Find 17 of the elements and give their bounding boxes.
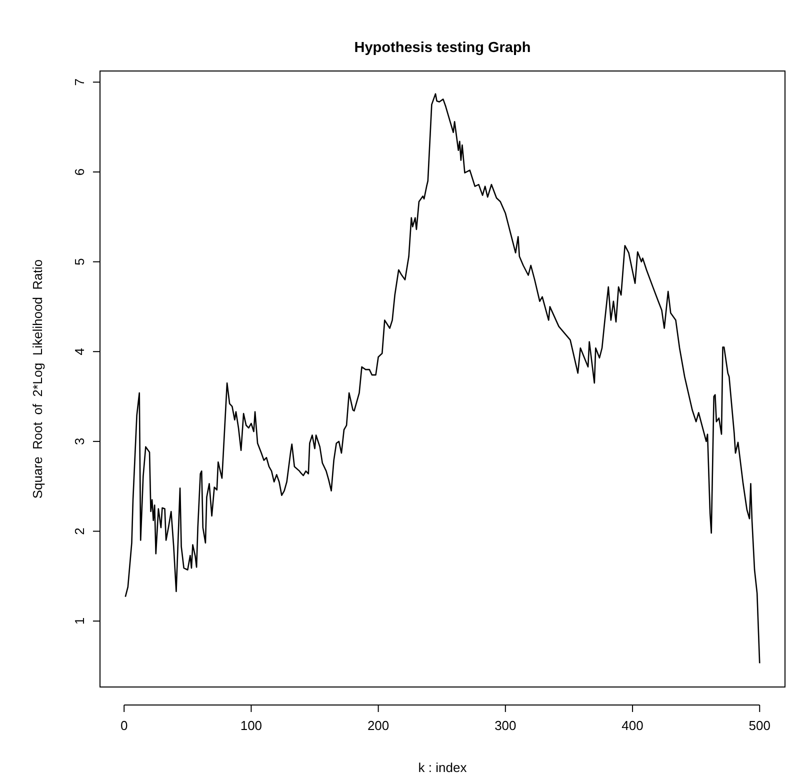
y-tick-label: 3	[72, 438, 87, 446]
y-tick-label: 6	[72, 168, 87, 176]
x-axis-title: k : index	[418, 760, 468, 775]
x-tick-label: 300	[494, 718, 516, 733]
y-tick-label: 4	[72, 348, 87, 356]
y-tick-label: 2	[72, 528, 87, 535]
y-tick-label: 7	[72, 78, 87, 86]
x-tick-label: 0	[120, 718, 128, 733]
y-tick-label: 1	[72, 617, 87, 625]
x-tick-label: 400	[622, 718, 644, 733]
x-tick-label: 100	[240, 718, 262, 733]
chart-title: Hypothesis testing Graph	[354, 40, 531, 56]
y-axis-title: Square Root of 2*Log Likelihood Ratio	[30, 259, 45, 499]
line-series	[124, 93, 760, 664]
x-tick-label: 200	[367, 718, 390, 733]
x-tick-label: 500	[748, 718, 770, 733]
y-tick-label: 5	[72, 258, 87, 266]
